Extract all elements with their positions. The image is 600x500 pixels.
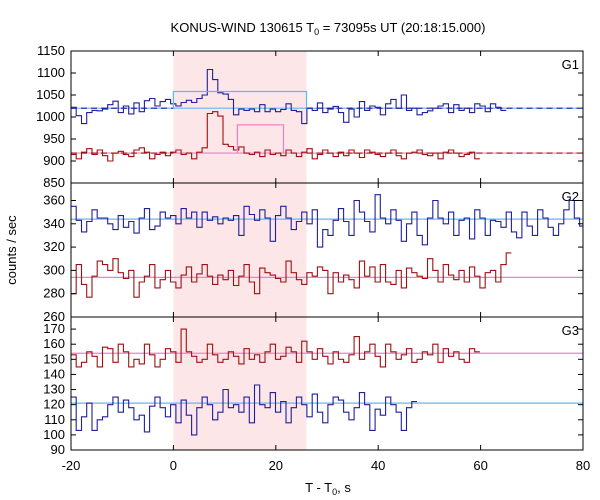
- y-tick-label-g3: 150: [43, 351, 65, 366]
- y-tick-label-g3: 140: [43, 366, 65, 381]
- y-tick-label-g1: 1100: [37, 65, 65, 80]
- y-tick-label-g2: 340: [43, 216, 65, 231]
- plot-area: 8509009501000105011001150G12602803003203…: [36, 43, 590, 473]
- panel-label-g1: G1: [562, 57, 579, 72]
- y-tick-label-g1: 1050: [36, 87, 65, 102]
- series-step-g2-0: [71, 194, 583, 248]
- y-tick-label-g3: 90: [51, 442, 65, 457]
- x-tick-label: 80: [576, 458, 590, 473]
- y-tick-label-g1: 1000: [36, 109, 65, 124]
- panel-g1: 850 900 950 1000 1050 1100 1150 G1: [36, 43, 584, 190]
- series-step-g3-0: [71, 328, 480, 368]
- y-axis-label: counts / sec: [4, 215, 19, 285]
- y-tick-label-g3: 170: [43, 321, 65, 336]
- panel-label-g3: G3: [562, 323, 579, 338]
- y-tick-label-g2: 280: [43, 286, 65, 301]
- panel-label-g2: G2: [562, 189, 579, 204]
- x-tick-label: 0: [170, 458, 177, 473]
- highlight-interval-band: [173, 51, 307, 450]
- y-tick-label-g2: 260: [43, 309, 65, 324]
- y-tick-label-g1: 850: [43, 175, 65, 190]
- y-tick-label-g3: 110: [44, 412, 65, 427]
- y-tick-label-g3: 160: [43, 336, 65, 351]
- x-tick-label: 60: [473, 458, 487, 473]
- y-tick-label-g2: 360: [43, 192, 65, 207]
- x-tick-label: 40: [371, 458, 385, 473]
- panel-frame-g1: [70, 50, 584, 184]
- y-tick-label-g2: 320: [43, 239, 65, 254]
- y-tick-label-g3: 100: [43, 427, 65, 442]
- panel-g2: 260 280 300 320 340 360 G2: [43, 182, 584, 324]
- x-axis-label: T - T0, s: [305, 480, 351, 497]
- y-tick-label-g1: 950: [43, 131, 65, 146]
- chart-title: KONUS-WIND 130615 T0 = 73095s UT (20:18:…: [171, 20, 486, 37]
- panel-frame-g2: [70, 182, 584, 318]
- series-step-g3-1: [71, 384, 417, 436]
- x-tick-label: 20: [269, 458, 283, 473]
- y-tick-label-g2: 300: [43, 262, 65, 277]
- y-tick-label-g1: 1150: [37, 43, 65, 58]
- y-tick-label-g3: 130: [43, 382, 65, 397]
- x-tick-label: -20: [62, 458, 81, 473]
- panel-frame-g3: [70, 316, 584, 451]
- interval-box-0: [172, 90, 308, 109]
- series-step-g1-0: [71, 68, 507, 125]
- interval-box-1: [236, 124, 285, 154]
- series-step-g2-1: [71, 252, 512, 298]
- y-tick-label-g1: 900: [43, 153, 65, 168]
- y-tick-label-g3: 120: [43, 397, 65, 412]
